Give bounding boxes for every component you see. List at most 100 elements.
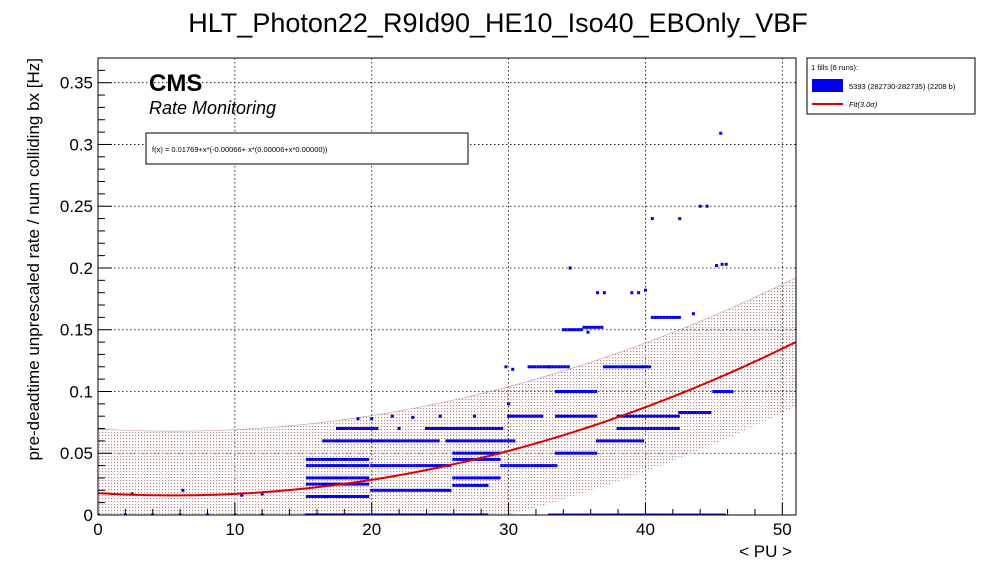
data-point [625, 414, 629, 418]
data-point [564, 451, 567, 455]
data-point [527, 365, 531, 369]
data-point [608, 513, 612, 515]
data-point [542, 464, 546, 468]
data-point [324, 464, 327, 468]
data-point [656, 315, 660, 319]
data-point [452, 427, 456, 430]
data-point [336, 439, 339, 443]
data-point [617, 365, 621, 369]
data-point [645, 365, 648, 369]
data-point [428, 513, 431, 515]
data-point [596, 439, 599, 443]
data-point [467, 451, 471, 455]
data-point [360, 476, 364, 480]
data-point [558, 451, 561, 455]
data-point [602, 365, 606, 369]
data-point [460, 439, 464, 443]
data-point [670, 414, 674, 418]
data-point [617, 439, 621, 443]
fit-band-upper-edge [98, 277, 796, 432]
data-point [324, 457, 327, 461]
data-point [542, 365, 546, 369]
data-point [443, 427, 446, 430]
data-point [458, 451, 462, 455]
data-point [678, 411, 682, 414]
data-point [385, 464, 389, 468]
data-point [473, 427, 477, 430]
data-point [334, 439, 338, 443]
data-point [455, 457, 459, 461]
data-point [570, 390, 573, 393]
data-point [366, 464, 370, 468]
data-point [314, 476, 318, 480]
data-point [537, 414, 541, 418]
data-point [418, 464, 422, 468]
data-point [628, 414, 632, 418]
data-point [570, 414, 573, 418]
data-point [345, 495, 348, 498]
data-point [415, 488, 419, 492]
data-point [339, 476, 342, 480]
data-point [440, 513, 443, 515]
data-point [635, 513, 639, 515]
data-point [497, 476, 501, 480]
data-point [464, 427, 468, 430]
data-point [560, 513, 564, 515]
data-point [588, 390, 592, 393]
data-point [555, 390, 558, 393]
data-point [509, 464, 513, 468]
data-point [366, 482, 370, 486]
data-point [351, 495, 355, 498]
data-point [473, 483, 477, 487]
data-point [373, 464, 377, 468]
data-point [473, 451, 477, 455]
data-point [327, 457, 330, 461]
data-point [512, 464, 516, 468]
data-point [521, 464, 525, 468]
data-point [348, 476, 352, 480]
data-point [322, 439, 326, 443]
data-point [579, 414, 583, 418]
data-point [566, 513, 570, 515]
data-point [431, 427, 434, 430]
data-point [354, 457, 358, 461]
data-point [397, 427, 401, 430]
data-point [650, 513, 654, 515]
data-point [181, 488, 185, 492]
data-point [448, 488, 452, 492]
data-point [620, 513, 624, 515]
data-point [397, 488, 401, 492]
data-point [330, 495, 333, 498]
data-point [394, 439, 398, 443]
data-point [409, 439, 413, 443]
data-point [439, 464, 443, 468]
legend-entry-data: 5393 (282730-282735) (2208 b) [849, 82, 956, 91]
data-point [619, 427, 623, 430]
data-point [560, 365, 564, 369]
data-point [481, 439, 485, 443]
data-point [539, 365, 543, 369]
data-point [455, 513, 459, 515]
data-point [719, 513, 723, 515]
data-point [336, 464, 339, 468]
data-point [485, 457, 489, 461]
y-tick-label: 0.05 [60, 444, 93, 463]
data-point [668, 513, 672, 515]
data-point [640, 427, 644, 430]
data-point [340, 439, 344, 443]
data-point [533, 464, 537, 468]
data-point [597, 325, 601, 329]
data-point [673, 427, 677, 430]
data-point [421, 488, 425, 492]
data-point [667, 427, 671, 430]
data-point [467, 457, 471, 461]
data-point [311, 495, 315, 498]
data-point [644, 513, 648, 515]
data-point [655, 427, 659, 430]
data-point [333, 464, 336, 468]
data-point [355, 439, 359, 443]
data-point [385, 513, 389, 515]
data-point [357, 476, 361, 480]
data-point [625, 427, 629, 430]
data-point [722, 513, 726, 515]
